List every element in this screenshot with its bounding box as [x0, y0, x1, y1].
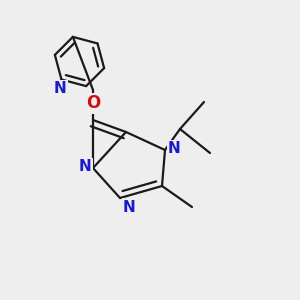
Text: N: N — [54, 81, 66, 96]
Text: N: N — [123, 200, 136, 214]
Text: O: O — [86, 94, 100, 112]
Text: N: N — [79, 159, 92, 174]
Text: N: N — [168, 141, 181, 156]
